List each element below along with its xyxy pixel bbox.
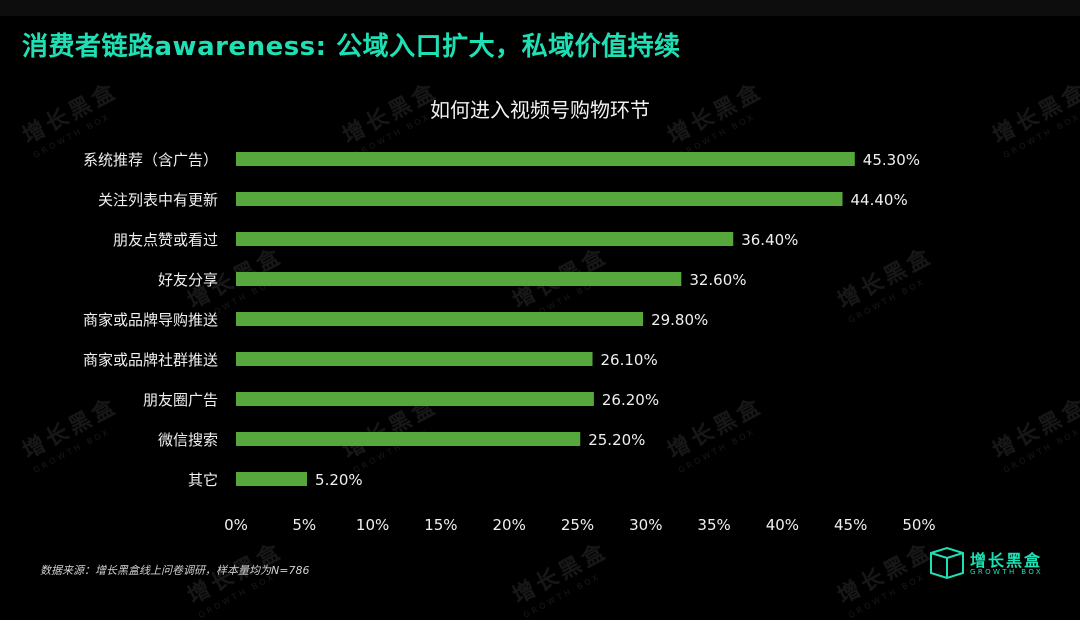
bar: [236, 192, 843, 206]
data-source-footnote: 数据来源：增长黑盒线上问卷调研，样本量均为N=786: [40, 564, 310, 577]
slide-title: 消费者链路awareness: 公域入口扩大，私域价值持续: [22, 32, 681, 62]
data-label: 26.10%: [601, 351, 658, 369]
bar: [236, 392, 594, 406]
data-label: 26.20%: [602, 391, 659, 409]
category-label: 好友分享: [158, 271, 218, 289]
bar: [236, 152, 855, 166]
x-tick-label: 30%: [629, 516, 662, 534]
data-label: 45.30%: [863, 151, 920, 169]
x-tick-label: 50%: [902, 516, 935, 534]
bar: [236, 272, 682, 286]
category-label: 系统推荐（含广告）: [83, 151, 218, 169]
category-label: 朋友圈广告: [143, 391, 218, 409]
x-tick-label: 45%: [834, 516, 867, 534]
category-label: 朋友点赞或看过: [113, 231, 218, 249]
x-tick-label: 25%: [561, 516, 594, 534]
category-label: 其它: [188, 471, 218, 489]
brand-logo: 增长黑盒 GROWTH BOX: [928, 546, 1068, 580]
data-label: 29.80%: [651, 311, 708, 329]
x-tick-label: 5%: [292, 516, 316, 534]
brand-name: 增长黑盒: [970, 551, 1043, 570]
data-label: 5.20%: [315, 471, 363, 489]
x-tick-label: 35%: [697, 516, 730, 534]
category-label: 商家或品牌社群推送: [83, 351, 218, 369]
category-label: 商家或品牌导购推送: [83, 311, 218, 329]
data-label: 44.40%: [851, 191, 908, 209]
category-label: 微信搜索: [158, 431, 218, 449]
brand-subtitle: GROWTH BOX: [970, 568, 1044, 576]
chart-title: 如何进入视频号购物环节: [430, 98, 650, 122]
bar: [236, 352, 593, 366]
bar: [236, 312, 644, 326]
box-logo-icon: [930, 546, 964, 580]
bar: [236, 232, 734, 246]
category-label: 关注列表中有更新: [98, 191, 218, 209]
bar: [236, 432, 581, 446]
x-tick-label: 10%: [356, 516, 389, 534]
x-tick-label: 20%: [493, 516, 526, 534]
data-label: 32.60%: [689, 271, 746, 289]
data-label: 36.40%: [741, 231, 798, 249]
x-tick-label: 0%: [224, 516, 248, 534]
x-tick-label: 40%: [766, 516, 799, 534]
data-label: 25.20%: [588, 431, 645, 449]
top-bar: [0, 0, 1080, 16]
x-tick-label: 15%: [424, 516, 457, 534]
bar: [236, 472, 308, 486]
